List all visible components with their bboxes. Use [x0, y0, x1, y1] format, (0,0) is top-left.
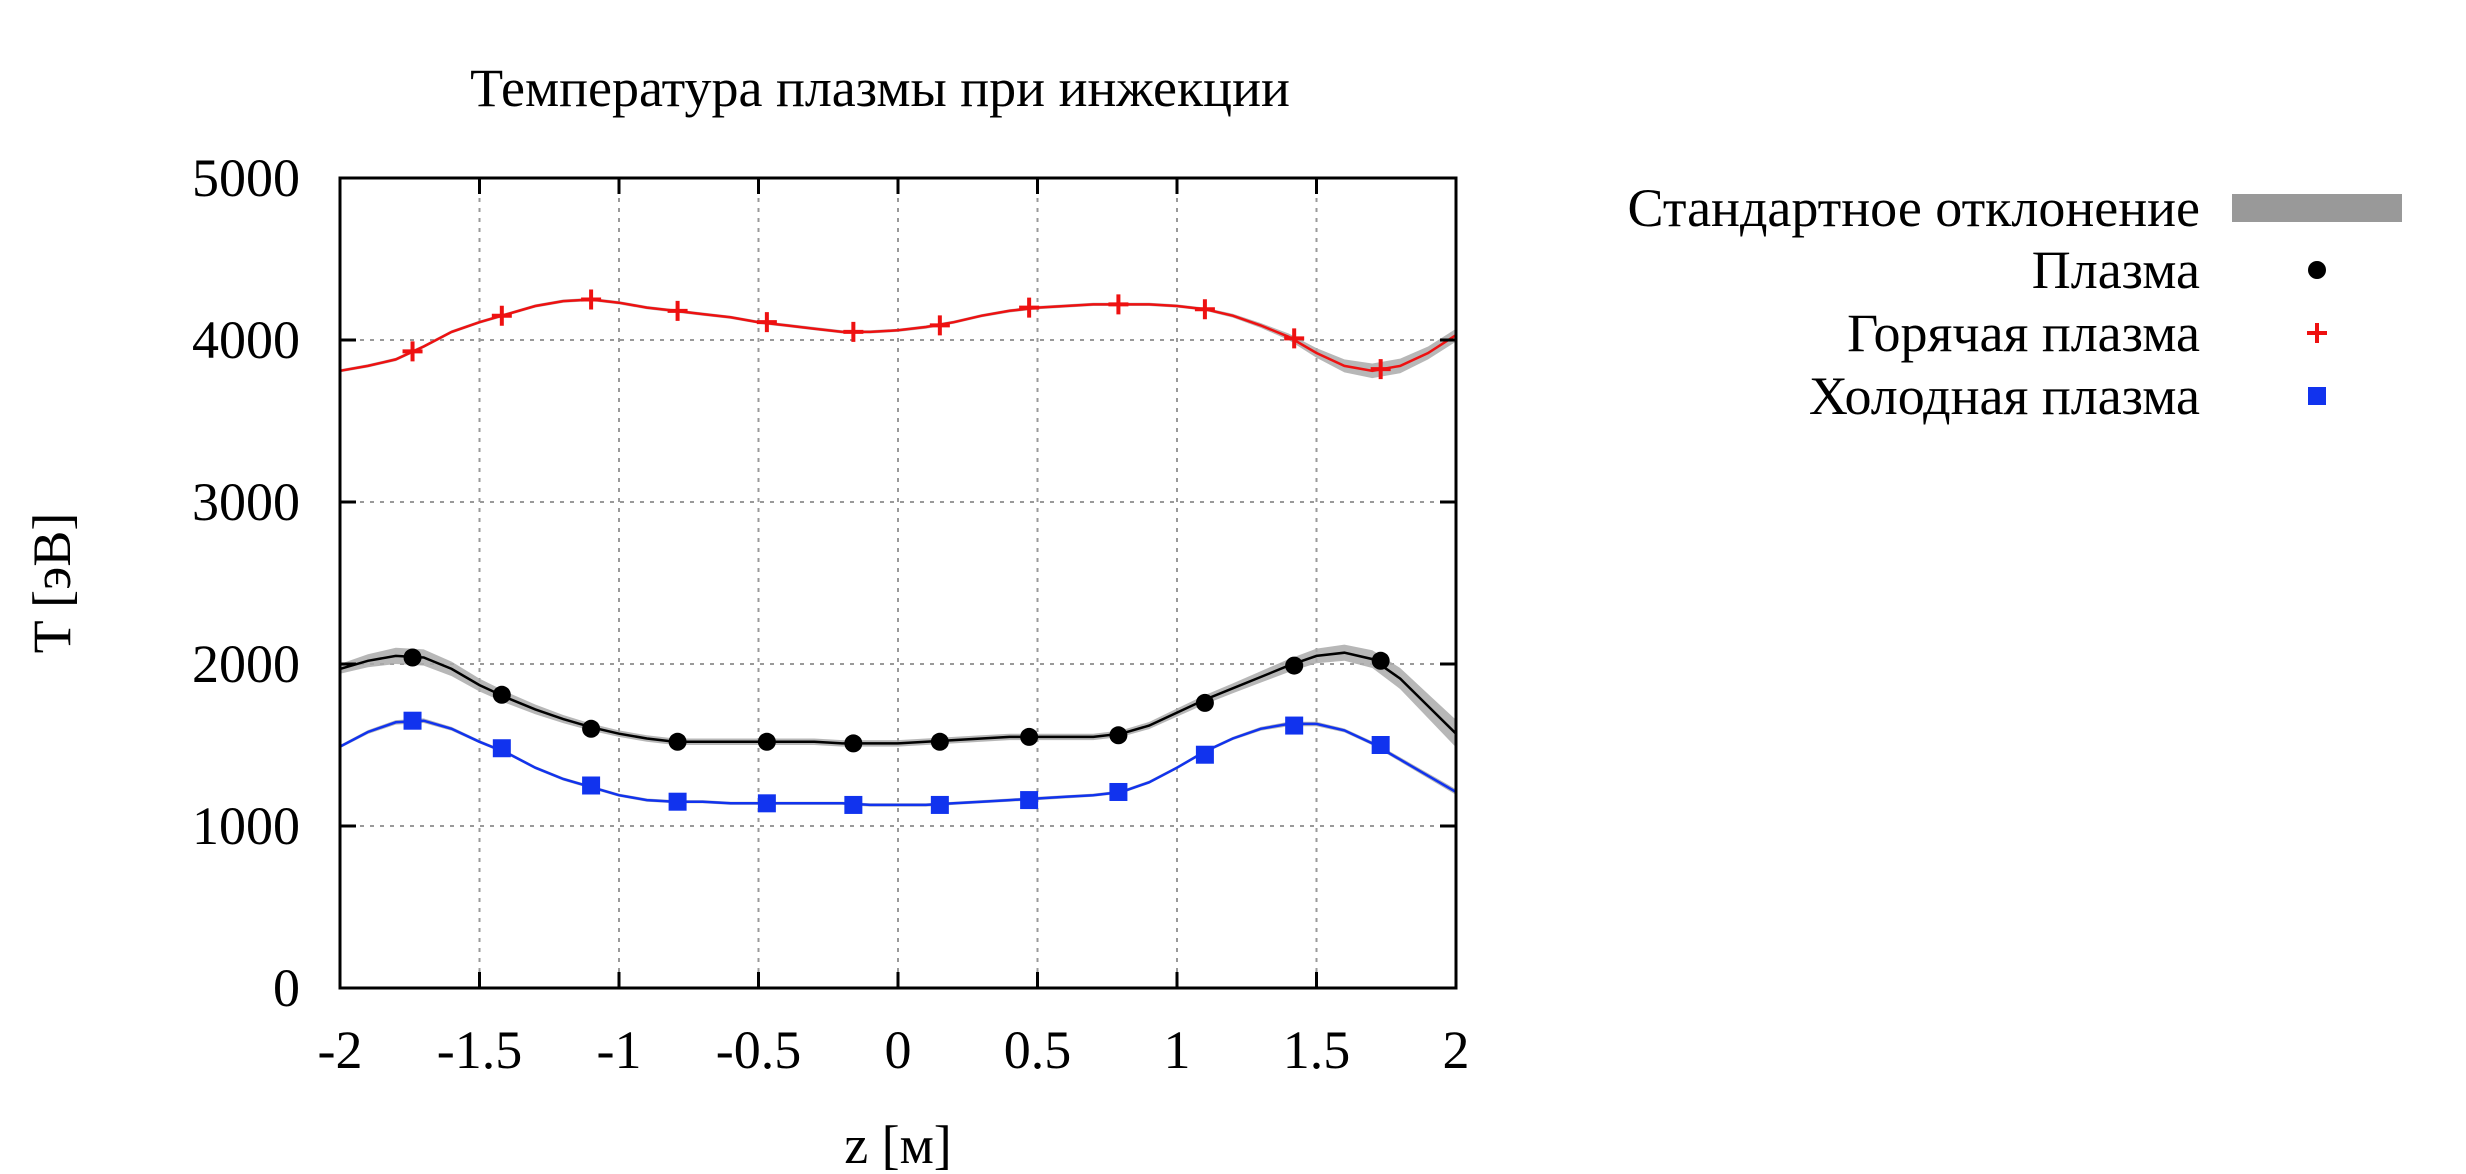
data-point	[1109, 782, 1128, 801]
fit-curve-0	[339, 298, 1457, 373]
y-tick-label: 3000	[192, 472, 300, 532]
legend-band-swatch	[2232, 194, 2402, 222]
data-point	[843, 321, 864, 342]
std-band-1	[340, 644, 1456, 748]
x-tick-label: 1	[1164, 1020, 1191, 1080]
data-point	[1284, 328, 1305, 349]
data-point	[668, 732, 687, 751]
x-tick-label: 0.5	[1004, 1020, 1072, 1080]
data-point	[930, 732, 949, 751]
y-tick-label: 2000	[192, 634, 300, 694]
data-point	[582, 719, 601, 738]
x-tick-label: -1.5	[437, 1020, 522, 1080]
y-tick-label: 5000	[192, 148, 300, 208]
data-point	[757, 794, 776, 813]
x-tick-labels: -2 -1.5 -1 -0.5 0 0.5 1 1.5 2	[318, 1020, 1470, 1080]
axis-ticks	[338, 176, 1458, 990]
fit-curve-1	[339, 651, 1457, 745]
data-point	[492, 685, 511, 704]
data-point	[1020, 727, 1039, 746]
data-point	[1371, 736, 1390, 754]
x-tick-label: 0	[885, 1020, 912, 1080]
legend-marker	[2307, 323, 2327, 343]
y-tick-label: 4000	[192, 310, 300, 370]
fit-curve-2	[339, 719, 1457, 807]
legend-label: Стандартное отклонение	[1628, 178, 2200, 238]
x-tick-label: -0.5	[716, 1020, 801, 1080]
data-point	[844, 795, 863, 814]
data-point	[844, 734, 863, 753]
data-point	[1019, 297, 1040, 318]
data-point	[403, 648, 422, 667]
legend-marker	[2308, 261, 2326, 279]
data-markers	[402, 289, 1391, 814]
legend-marker	[2308, 387, 2326, 405]
data-point	[581, 289, 602, 310]
std-band-0	[340, 297, 1456, 379]
data-point	[929, 315, 950, 336]
data-point	[402, 341, 423, 362]
data-point	[930, 795, 949, 814]
legend-label: Горячая плазма	[1847, 303, 2200, 363]
x-tick-label: -1	[597, 1020, 642, 1080]
data-point	[757, 732, 776, 751]
x-tick-label: 2	[1443, 1020, 1470, 1080]
x-tick-label: -2	[318, 1020, 363, 1080]
data-point	[1195, 693, 1214, 712]
data-point	[1370, 359, 1391, 380]
chart-title: Температура плазмы при инжекции	[470, 58, 1290, 118]
data-point	[1020, 791, 1039, 810]
fit-curves	[339, 298, 1457, 807]
data-point	[1285, 656, 1304, 675]
data-point	[403, 711, 422, 730]
data-point	[1285, 716, 1304, 735]
data-point	[667, 300, 688, 321]
std-deviation-bands	[340, 297, 1456, 807]
data-point	[1194, 299, 1215, 320]
data-point	[1371, 651, 1390, 670]
std-band-2	[340, 718, 1456, 807]
data-point	[491, 305, 512, 326]
data-point	[1195, 745, 1214, 764]
data-point	[492, 739, 511, 758]
y-tick-label: 0	[273, 958, 300, 1018]
data-point	[756, 312, 777, 333]
y-axis-label: T [эВ]	[22, 513, 82, 654]
legend-label: Плазма	[2032, 240, 2200, 300]
data-point	[582, 776, 601, 795]
x-axis-label: z [м]	[844, 1115, 952, 1174]
data-point	[668, 792, 687, 811]
y-tick-labels: 0 1000 2000 3000 4000 5000	[192, 148, 300, 1018]
x-tick-label: 1.5	[1283, 1020, 1351, 1080]
data-point	[1109, 726, 1128, 745]
data-point	[1108, 294, 1129, 315]
legend-label: Холодная плазма	[1809, 366, 2200, 426]
y-tick-label: 1000	[192, 796, 300, 856]
grid	[340, 178, 1456, 988]
